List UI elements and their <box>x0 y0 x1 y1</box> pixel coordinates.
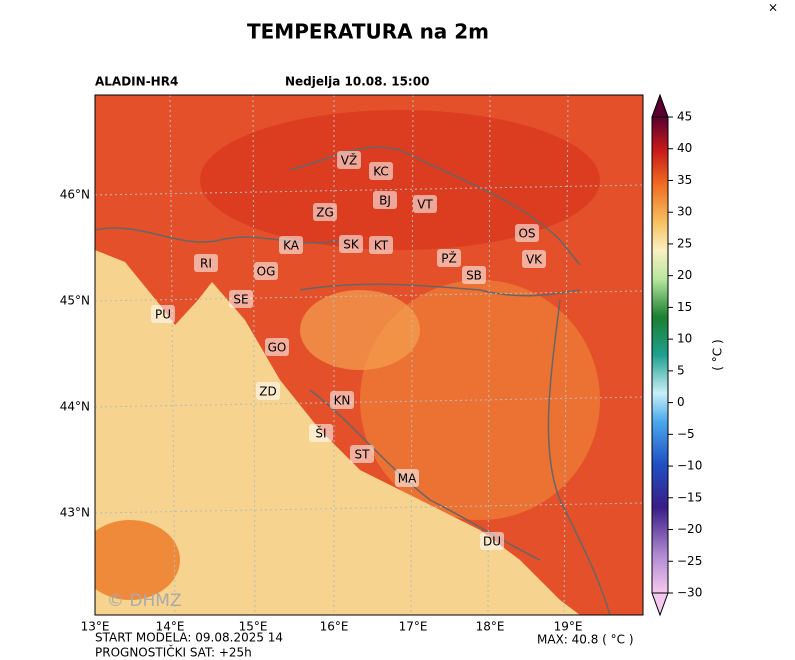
title: TEMPERATURA na 2m <box>247 20 489 44</box>
city-box <box>279 236 303 254</box>
colorbar-bottom <box>651 592 669 617</box>
colorbar-tick-label: −25 <box>677 554 702 568</box>
footer-max: MAX: 40.8 ( °C ) <box>537 633 634 647</box>
city-label: ZG <box>316 206 334 220</box>
colorbar-tick-label: 45 <box>677 110 692 124</box>
city-label: RI <box>200 257 212 271</box>
city-box <box>265 338 289 356</box>
city-box <box>151 305 175 323</box>
colorbar-tick-label: 25 <box>677 236 692 250</box>
city-label: VK <box>526 253 543 267</box>
city-label: ST <box>355 448 371 462</box>
colorbar-tick-label: −10 <box>677 459 702 473</box>
city-label: KC <box>373 165 389 179</box>
colorbar-tick-label: −15 <box>677 490 702 504</box>
city-label: GO <box>268 341 287 355</box>
city-box <box>515 224 539 242</box>
colorbar-tick-label: −5 <box>677 427 695 441</box>
city-box <box>369 162 393 180</box>
lat-label: 43°N <box>60 506 90 520</box>
city-box <box>313 203 337 221</box>
city-label: VŽ <box>341 153 357 168</box>
valid-time: Nedjelja 10.08. 15:00 <box>285 75 429 89</box>
colorbar-label: ( °C ) <box>711 339 725 370</box>
watermark: © DHMZ <box>107 591 182 611</box>
colorbar-top <box>651 93 669 118</box>
lat-label: 44°N <box>60 400 90 414</box>
city-label: SB <box>466 269 482 283</box>
city-label: KN <box>334 394 351 408</box>
city-box <box>339 235 363 253</box>
lat-label: 46°N <box>60 188 90 202</box>
colorbar-tick-label: 30 <box>677 205 692 219</box>
lon-label: 15°E <box>239 620 268 634</box>
city-box <box>254 262 278 280</box>
colorbar <box>651 116 669 594</box>
city-label: BJ <box>379 194 391 208</box>
model: ALADIN-HR4 <box>95 75 178 89</box>
colorbar-tick-label: 35 <box>677 173 692 187</box>
map <box>95 95 643 615</box>
city-box <box>256 382 280 400</box>
city-box <box>229 290 253 308</box>
city-label: VT <box>417 198 433 212</box>
footer-start: START MODELA: 09.08.2025 14 <box>95 631 283 645</box>
city-box <box>395 469 419 487</box>
colorbar-tick-label: 20 <box>677 268 692 282</box>
lon-label: 17°E <box>399 620 428 634</box>
city-label: PU <box>155 308 171 322</box>
close-button[interactable]: × <box>768 1 778 15</box>
colorbar-tick-label: 15 <box>677 300 692 314</box>
city-box <box>337 151 361 169</box>
city-label: OS <box>518 227 535 241</box>
city-box <box>369 236 393 254</box>
city-label: OG <box>257 265 276 279</box>
lon-label: 14°E <box>156 620 185 634</box>
city-box <box>330 391 354 409</box>
city-box <box>462 266 486 284</box>
city-box <box>480 532 504 550</box>
colorbar-tick-label: −20 <box>677 522 702 536</box>
city-label: MA <box>398 472 417 486</box>
city-box <box>373 191 397 209</box>
city-label: ŠI <box>315 426 326 441</box>
colorbar-tick-label: 0 <box>677 395 685 409</box>
lat-label: 45°N <box>60 294 90 308</box>
map-frame <box>94 94 644 616</box>
city-box <box>522 250 546 268</box>
city-label: KT <box>374 239 389 253</box>
colorbar-tick-label: −30 <box>677 586 702 600</box>
city-label: DU <box>483 535 501 549</box>
colorbar-tick-label: 5 <box>677 363 685 377</box>
city-label: PŽ <box>441 251 456 266</box>
lon-label: 19°E <box>554 620 583 634</box>
city-label: ZD <box>259 385 276 399</box>
city-box <box>413 195 437 213</box>
city-box <box>437 249 461 267</box>
colorbar-tick-label: 10 <box>677 332 692 346</box>
footer-hour: PROGNOSTIČKI SAT: +25h <box>95 645 252 660</box>
city-box <box>350 445 374 463</box>
city-label: KA <box>283 239 300 253</box>
lon-label: 18°E <box>476 620 505 634</box>
lon-label: 13°E <box>81 620 110 634</box>
city-box <box>309 424 333 442</box>
city-label: SE <box>233 293 248 307</box>
city-label: SK <box>343 238 360 252</box>
lon-label: 16°E <box>320 620 349 634</box>
city-box <box>194 254 218 272</box>
colorbar-tick-label: 40 <box>677 141 692 155</box>
